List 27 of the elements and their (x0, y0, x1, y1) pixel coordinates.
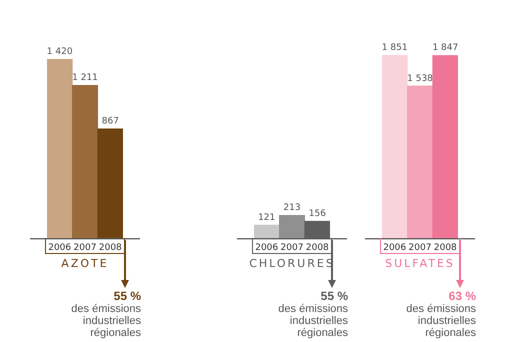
text: des émissions industrielles régionales (405, 303, 476, 339)
text: 63 % (448, 289, 476, 303)
text: des émissions industrielles régionales (70, 303, 141, 339)
text: des émissions industrielles régionales (277, 303, 348, 339)
data-label: 867 (102, 116, 119, 126)
data-label: 1 420 (46, 46, 73, 57)
x-axis-title: SULFATES (384, 257, 456, 270)
x-tick-label: 2008 (434, 242, 458, 253)
data-label: 121 (258, 212, 276, 223)
data-label: 156 (308, 208, 326, 219)
x-tick-label: 2007 (74, 242, 96, 253)
data-label: 1 211 (72, 73, 98, 84)
data-label: 1 851 (382, 42, 408, 53)
x-axis-title: CHLORURES (248, 257, 336, 270)
text: 55 % (320, 289, 348, 303)
x-tick-label: 2006 (255, 242, 278, 253)
data-label: 213 (283, 202, 301, 213)
x-tick-label: 2006 (48, 242, 72, 253)
x-tick-label: 2007 (280, 242, 304, 253)
x-tick-label: 2007 (408, 242, 432, 253)
data-label: 1 847 (432, 43, 458, 54)
x-axis-title: AZOTE (60, 257, 110, 270)
x-tick-label: 2008 (306, 242, 330, 253)
data-label: 1 538 (407, 74, 434, 84)
text: 55 % (112, 289, 141, 303)
x-tick-label: 2006 (383, 242, 406, 253)
x-tick-label: 2008 (98, 242, 122, 253)
